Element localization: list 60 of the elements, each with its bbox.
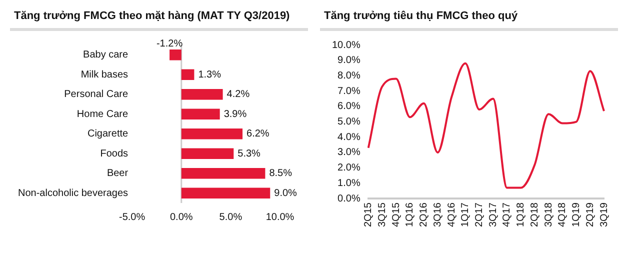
x-tick-label: 3Q19 [598,202,610,228]
x-tick-label: 1Q17 [460,202,472,228]
x-tick-label: -5.0% [119,212,146,223]
data-label: 6.2% [246,128,270,140]
x-tick-label: 10.0% [266,212,294,223]
x-tick-label: 4Q18 [557,202,568,228]
bar [181,88,223,100]
x-tick-label: 3Q18 [543,202,554,228]
y-tick-label: Baby care [83,50,128,61]
x-tick-label: 2Q16 [418,202,430,228]
chart-title: Tăng trưởng tiêu thụ FMCG theo quý [320,6,618,31]
x-tick-label: 2Q15 [363,202,374,228]
bar [181,188,270,199]
y-tick-label: 2.0% [338,162,360,174]
data-label: 5.3% [238,148,261,160]
data-label: -1.2% [156,38,183,50]
data-label: 3.9% [224,108,247,120]
y-tick-label: 6.0% [338,101,360,112]
y-tick-label: Foods [100,148,128,160]
bar [181,108,220,120]
x-tick-label: 1Q16 [404,202,416,228]
x-tick-label: 3Q16 [432,202,444,228]
x-tick-label: 4Q17 [502,202,513,228]
data-label: 4.2% [226,89,250,100]
y-tick-label: 10.0% [332,40,360,51]
y-tick-label: Non-alcoholic beverages [18,188,128,199]
y-tick-label: 9.0% [338,55,360,66]
bar [181,69,194,80]
x-tick-label: 3Q17 [488,202,499,228]
x-tick-label: 1Q18 [516,202,527,228]
data-label: 8.5% [269,168,292,180]
x-tick-label: 2Q19 [584,202,596,228]
y-tick-label: 3.0% [338,147,360,158]
x-tick-label: 4Q16 [446,202,458,228]
bar [181,168,266,179]
y-tick-label: 5.0% [338,116,360,128]
chart-title: Tăng trưởng FMCG theo mặt hàng (MAT TY Q3/2019) [10,6,308,31]
data-label: 1.3% [198,69,222,80]
bar [181,128,243,140]
line-series [367,62,605,189]
y-tick-label: 8.0% [338,70,360,82]
y-tick-label: 7.0% [338,86,360,97]
y-tick-label: Cigarette [87,128,128,140]
x-tick-label: 4Q15 [390,202,402,228]
x-tick-label: 2Q18 [529,202,540,228]
bar [181,148,234,160]
data-label: 9.0% [274,188,298,199]
x-tick-label: 0.0% [170,212,193,223]
y-tick-label: Beer [106,168,129,180]
x-tick-label: 5.0% [219,212,242,223]
y-tick-label: Personal Care [64,89,128,100]
y-tick-label: 0.0% [338,193,360,204]
y-tick-label: 4.0% [338,132,360,143]
y-tick-label: Home Care [76,108,128,120]
x-tick-label: 2Q17 [474,202,485,228]
y-tick-label: 1.0% [338,178,360,189]
x-tick-label: 3Q15 [376,202,388,228]
y-tick-label: Milk bases [80,69,128,80]
x-tick-label: 1Q19 [571,202,582,228]
bar [170,49,182,60]
